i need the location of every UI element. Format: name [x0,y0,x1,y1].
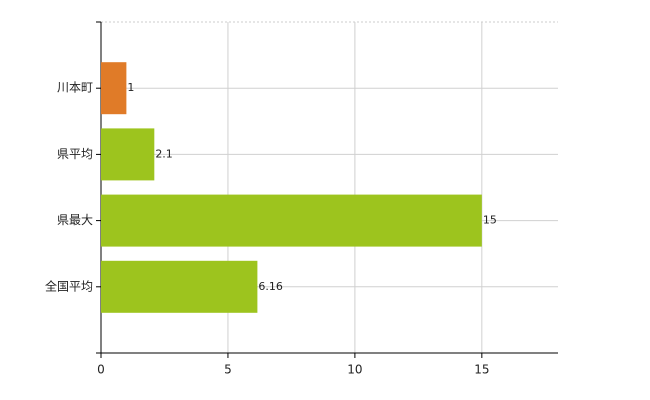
x-tick-label: 15 [474,363,489,377]
bar [101,194,482,247]
y-tick-label: 県最大 [57,213,93,227]
y-tick-label: 県平均 [57,147,93,161]
y-tick-label: 全国平均 [45,278,93,293]
bar [101,260,258,313]
value-label: 6.16 [258,280,283,293]
value-label: 1 [127,81,134,94]
x-tick-label: 5 [224,363,232,377]
x-tick-label: 10 [347,363,362,377]
bar [101,128,155,181]
bar [101,62,127,115]
x-tick-label: 0 [97,363,105,377]
value-label: 2.1 [155,147,173,160]
value-label: 15 [483,214,497,227]
y-tick-label: 川本町 [57,81,93,95]
